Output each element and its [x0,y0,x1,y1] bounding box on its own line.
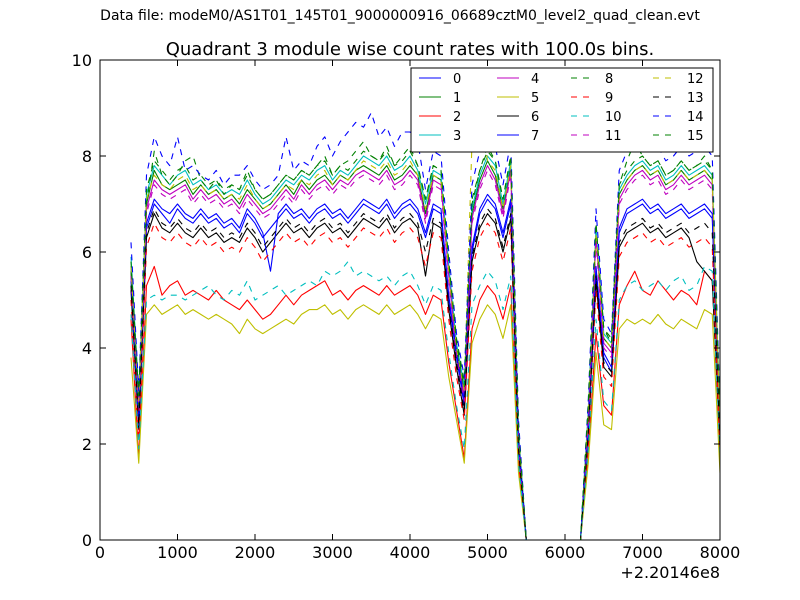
legend-label-6: 6 [531,110,539,125]
chart-title: Quadrant 3 module wise count rates with … [166,39,655,60]
series-line-7 [130,193,720,540]
x-tick-label: 4000 [390,543,431,562]
legend-label-5: 5 [531,91,539,106]
legend-label-8: 8 [605,72,613,87]
legend-label-0: 0 [453,72,461,87]
figure-suptitle: Data file: modeM0/AS1T01_145T01_90000009… [100,8,700,24]
legend-label-11: 11 [605,129,622,144]
series-line-2 [130,265,720,540]
legend-label-4: 4 [531,72,539,87]
y-tick-label: 6 [82,243,92,262]
series-line-15 [130,150,720,540]
legend-label-7: 7 [531,129,539,144]
legend-box [410,67,714,153]
legend-label-9: 9 [605,91,613,106]
legend-label-12: 12 [687,72,704,87]
plot-area [130,102,720,540]
series-line-4 [130,165,720,540]
legend-label-2: 2 [453,110,461,125]
legend-label-10: 10 [605,110,622,125]
x-tick-label: 8000 [700,543,741,562]
series-line-13 [130,208,720,540]
y-tick-label: 0 [82,531,92,550]
y-tick-label: 10 [72,51,92,70]
x-tick-label: 3000 [312,543,353,562]
series-line-12 [130,102,720,540]
y-tick-label: 8 [82,147,92,166]
series-line-8 [130,141,720,540]
x-tick-label: 1000 [157,543,198,562]
x-tick-label: 6000 [545,543,586,562]
x-axis-offset-label: +2.20146e8 [620,563,720,582]
y-tick-label: 4 [82,339,92,358]
legend-label-15: 15 [687,129,704,144]
series-line-3 [130,155,720,540]
series-line-10 [130,261,720,540]
series-line-5 [130,304,720,540]
x-tick-label: 0 [95,543,105,562]
series-line-0 [130,198,720,540]
x-tick-label: 7000 [622,543,663,562]
series-line-9 [130,222,720,540]
x-tick-label: 5000 [467,543,508,562]
legend-label-1: 1 [453,91,461,106]
x-tick-label: 2000 [235,543,276,562]
legend-label-13: 13 [687,91,704,106]
legend-label-14: 14 [687,110,704,125]
legend-label-3: 3 [453,129,461,144]
series-line-6 [130,213,720,540]
series-line-11 [130,169,720,540]
series-line-14 [130,112,720,540]
y-tick-label: 2 [82,435,92,454]
